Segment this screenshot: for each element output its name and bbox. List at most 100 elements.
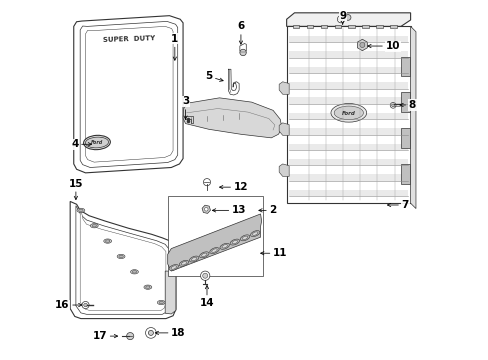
Polygon shape <box>279 82 288 94</box>
Polygon shape <box>74 16 183 173</box>
Text: 17: 17 <box>92 331 118 341</box>
Text: 18: 18 <box>155 328 185 338</box>
Ellipse shape <box>90 224 98 228</box>
Ellipse shape <box>105 240 110 242</box>
Ellipse shape <box>222 244 227 248</box>
Polygon shape <box>410 26 415 208</box>
Ellipse shape <box>189 256 199 262</box>
Text: 2: 2 <box>258 205 276 215</box>
Polygon shape <box>167 214 261 271</box>
Ellipse shape <box>191 257 197 261</box>
Bar <box>334 25 340 28</box>
Ellipse shape <box>85 137 108 148</box>
Circle shape <box>240 49 246 56</box>
Ellipse shape <box>132 271 136 273</box>
Polygon shape <box>279 164 288 176</box>
Ellipse shape <box>169 265 178 270</box>
Bar <box>362 25 368 28</box>
Bar <box>376 25 382 28</box>
Circle shape <box>337 16 344 23</box>
Text: 4: 4 <box>71 139 91 149</box>
Text: Ford: Ford <box>91 140 103 145</box>
Ellipse shape <box>179 260 188 266</box>
Bar <box>348 25 354 28</box>
Polygon shape <box>183 98 282 138</box>
Ellipse shape <box>211 249 217 252</box>
Polygon shape <box>85 26 173 162</box>
Text: 7: 7 <box>386 200 408 210</box>
Ellipse shape <box>252 232 257 235</box>
Text: 8: 8 <box>399 100 415 110</box>
Text: SUPER  DUTY: SUPER DUTY <box>103 35 155 43</box>
Ellipse shape <box>103 239 111 243</box>
Ellipse shape <box>92 225 96 227</box>
Ellipse shape <box>230 239 239 245</box>
Text: 10: 10 <box>367 41 399 51</box>
Circle shape <box>204 207 207 211</box>
Text: Ford: Ford <box>341 111 355 116</box>
Ellipse shape <box>250 231 260 237</box>
Polygon shape <box>286 13 410 26</box>
Bar <box>400 128 409 148</box>
Ellipse shape <box>145 286 150 288</box>
Text: 5: 5 <box>204 71 223 81</box>
Circle shape <box>389 103 395 108</box>
Ellipse shape <box>77 208 84 212</box>
Ellipse shape <box>232 240 237 244</box>
Text: 16: 16 <box>55 300 81 310</box>
Circle shape <box>203 273 207 278</box>
Circle shape <box>82 301 89 309</box>
Circle shape <box>339 18 342 21</box>
Ellipse shape <box>209 248 219 253</box>
Bar <box>167 196 263 276</box>
Polygon shape <box>279 123 288 135</box>
Ellipse shape <box>181 262 186 265</box>
Polygon shape <box>80 208 165 311</box>
Ellipse shape <box>220 243 229 249</box>
Bar <box>389 25 396 28</box>
Bar <box>306 25 312 28</box>
Ellipse shape <box>79 209 83 212</box>
Ellipse shape <box>157 300 165 305</box>
Circle shape <box>145 328 156 338</box>
Ellipse shape <box>333 106 363 120</box>
Text: 11: 11 <box>260 248 287 258</box>
Circle shape <box>200 271 209 280</box>
Polygon shape <box>165 271 176 314</box>
Ellipse shape <box>240 235 249 241</box>
Bar <box>292 25 299 28</box>
Text: 6: 6 <box>237 21 244 44</box>
Text: 9: 9 <box>339 11 346 24</box>
Bar <box>400 93 409 112</box>
Bar <box>400 57 409 76</box>
Ellipse shape <box>242 236 247 239</box>
Ellipse shape <box>201 253 206 256</box>
Ellipse shape <box>143 285 151 289</box>
Circle shape <box>391 104 394 107</box>
Circle shape <box>203 179 210 186</box>
Circle shape <box>126 333 134 340</box>
Ellipse shape <box>117 254 125 258</box>
Text: 13: 13 <box>212 205 246 215</box>
Circle shape <box>148 330 153 336</box>
Polygon shape <box>80 21 177 167</box>
Ellipse shape <box>119 255 123 258</box>
Text: 3: 3 <box>182 96 189 119</box>
Bar <box>400 164 409 184</box>
Ellipse shape <box>83 135 110 150</box>
Text: 15: 15 <box>68 179 83 199</box>
Circle shape <box>83 303 87 307</box>
Bar <box>320 25 326 28</box>
Circle shape <box>359 42 364 48</box>
Ellipse shape <box>199 252 208 258</box>
Bar <box>286 26 410 203</box>
Polygon shape <box>70 202 176 319</box>
Polygon shape <box>76 206 169 314</box>
Ellipse shape <box>159 301 163 304</box>
Ellipse shape <box>130 270 138 274</box>
Ellipse shape <box>330 104 366 122</box>
Text: 1: 1 <box>171 34 178 60</box>
Text: 12: 12 <box>219 182 248 192</box>
Ellipse shape <box>171 266 176 269</box>
Text: 14: 14 <box>199 285 214 308</box>
